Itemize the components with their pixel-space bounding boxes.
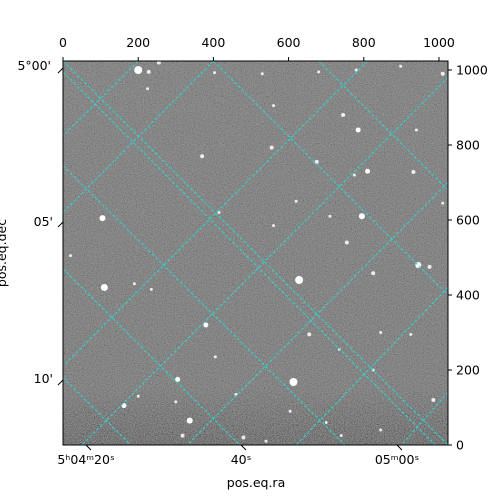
star-10 xyxy=(272,104,276,108)
ra-tick-1 xyxy=(240,444,247,451)
star-33 xyxy=(100,284,108,291)
star-14 xyxy=(269,145,274,150)
star-8 xyxy=(440,71,445,76)
dec-tick-label-0: 5°00' xyxy=(17,58,51,73)
star-37 xyxy=(307,332,312,337)
right-tick-label-3: 600 xyxy=(456,213,480,228)
star-0 xyxy=(134,66,143,74)
star-11 xyxy=(341,113,346,117)
star-56 xyxy=(379,428,383,432)
star-5 xyxy=(317,70,321,74)
star-16 xyxy=(314,159,319,164)
dec-tick-label-2: 10' xyxy=(34,371,53,386)
star-45 xyxy=(234,392,238,396)
dec-tick-1 xyxy=(57,221,64,228)
star-25 xyxy=(328,214,332,218)
star-49 xyxy=(288,409,292,413)
star-42 xyxy=(175,376,181,382)
top-tick-label-3: 600 xyxy=(277,35,301,50)
grid-line-5 xyxy=(318,61,448,191)
star-35 xyxy=(149,287,153,291)
star-23 xyxy=(217,211,221,214)
star-41 xyxy=(213,355,217,359)
right-tick-label-4: 800 xyxy=(456,138,480,153)
star-4 xyxy=(260,72,264,76)
star-50 xyxy=(324,421,328,424)
plot-frame xyxy=(62,60,449,446)
grid-line-12 xyxy=(186,182,448,445)
grid-line-8 xyxy=(63,71,436,445)
dec-tick-label-1: 05' xyxy=(34,214,53,229)
top-tick-label-5: 1000 xyxy=(423,35,455,50)
ra-tick-0 xyxy=(85,444,92,451)
top-tick-label-1: 200 xyxy=(126,35,150,50)
star-39 xyxy=(409,332,413,336)
star-18 xyxy=(352,173,356,177)
grid-line-14 xyxy=(400,392,448,445)
dec-tick-2 xyxy=(57,379,64,386)
star-43 xyxy=(289,378,298,386)
star-19 xyxy=(411,170,416,174)
star-24 xyxy=(272,224,276,228)
star-12 xyxy=(355,127,361,133)
top-tick-label-2: 400 xyxy=(201,35,225,50)
grid-line-3 xyxy=(213,61,448,296)
right-tick-label-2: 400 xyxy=(456,288,480,303)
grid-line-4 xyxy=(63,377,132,445)
grid-line-9 xyxy=(63,61,214,213)
grid-line-0 xyxy=(63,61,448,445)
dec-tick-0 xyxy=(57,67,64,74)
right-tick-label-5: 1000 xyxy=(456,63,488,78)
star-36 xyxy=(203,322,209,328)
star-28 xyxy=(69,254,73,258)
star-22 xyxy=(99,215,106,222)
star-7 xyxy=(399,64,403,68)
ra-tick-2 xyxy=(396,444,403,451)
star-1 xyxy=(146,69,151,74)
grid-line-1 xyxy=(63,165,346,445)
right-tick-label-1: 200 xyxy=(456,363,480,378)
y-axis-label: pos.eq.dec xyxy=(0,219,9,287)
ticks-layer: 0 200 400 600 800 1000 0 200 400 600 800 1000 xyxy=(57,35,488,453)
top-tick-label-0: 0 xyxy=(59,35,67,50)
star-20 xyxy=(294,199,298,203)
top-tick-label-4: 800 xyxy=(352,35,376,50)
right-tick-label-0: 0 xyxy=(456,438,464,453)
star-55 xyxy=(339,434,343,438)
star-52 xyxy=(186,417,193,424)
star-57 xyxy=(264,439,268,443)
grid-line-11 xyxy=(81,77,448,445)
star-6 xyxy=(354,68,358,72)
star-51 xyxy=(431,398,436,402)
star-17 xyxy=(365,168,371,174)
star-26 xyxy=(358,213,365,220)
star-53 xyxy=(180,433,185,438)
star-3 xyxy=(213,71,217,75)
grid-line-7 xyxy=(63,61,139,137)
star-38 xyxy=(379,331,383,334)
x-axis-label: pos.eq.ra xyxy=(227,475,285,490)
ra-tick-label-2: 05ᵐ00ˢ xyxy=(375,452,419,467)
star-54 xyxy=(241,435,246,440)
star-9 xyxy=(146,87,150,91)
grid-line-10 xyxy=(63,61,368,367)
star-13 xyxy=(414,128,418,132)
star-48 xyxy=(174,400,178,404)
stars-layer xyxy=(69,61,445,443)
coordinate-grid xyxy=(63,61,448,445)
ra-tick-label-1: 40ˢ xyxy=(231,452,252,467)
star-2 xyxy=(156,61,161,65)
star-34 xyxy=(132,282,136,286)
ra-tick-label-0: 5ʰ04ᵐ20ˢ xyxy=(57,452,114,467)
star-31 xyxy=(371,271,376,276)
star-15 xyxy=(200,154,205,159)
star-30 xyxy=(427,264,432,269)
grid-line-13 xyxy=(295,287,448,445)
star-21 xyxy=(441,201,445,205)
star-32 xyxy=(295,276,304,284)
star-47 xyxy=(136,394,140,398)
grid-line-2 xyxy=(63,268,241,445)
star-27 xyxy=(344,240,349,245)
